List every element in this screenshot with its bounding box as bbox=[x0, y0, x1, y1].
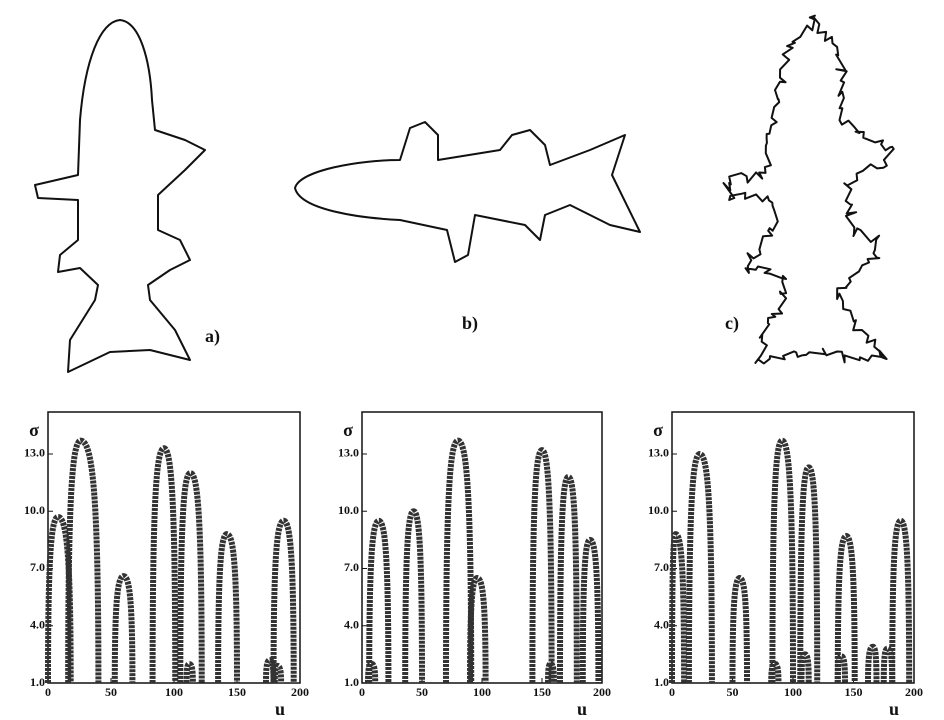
y-tick-label: 13.0 bbox=[648, 446, 669, 460]
shape-outline bbox=[722, 14, 895, 365]
css-arch bbox=[215, 531, 240, 684]
x-tick-label: 200 bbox=[593, 685, 611, 699]
panel-label: a) bbox=[205, 326, 220, 347]
plot-frame bbox=[361, 411, 603, 684]
y-tick-label: 13.0 bbox=[24, 446, 45, 460]
css-arch bbox=[685, 450, 715, 684]
x-tick-label: 50 bbox=[105, 685, 117, 699]
x-tick-label: 150 bbox=[845, 685, 863, 699]
css-arch bbox=[270, 517, 297, 684]
css-arch bbox=[889, 517, 913, 684]
x-tick-label: 100 bbox=[165, 685, 183, 699]
y-axis-label: σ bbox=[343, 420, 353, 440]
css-arch bbox=[729, 575, 751, 684]
y-tick-label: 4.0 bbox=[30, 617, 45, 631]
css-arch bbox=[545, 660, 557, 684]
css-arch bbox=[262, 657, 277, 684]
css-arch bbox=[65, 437, 102, 684]
x-axis-label: u bbox=[577, 699, 587, 719]
css-arch bbox=[177, 470, 205, 684]
css-arch bbox=[768, 660, 782, 684]
y-axis-label: σ bbox=[653, 420, 663, 440]
panel-label: c) bbox=[725, 313, 739, 334]
css-arch bbox=[467, 575, 489, 684]
css-arch bbox=[183, 660, 196, 684]
css-arch bbox=[366, 517, 392, 684]
css-arch bbox=[798, 651, 812, 684]
x-tick-label: 0 bbox=[359, 685, 365, 699]
y-tick-label: 10.0 bbox=[338, 503, 359, 517]
y-tick-label: 13.0 bbox=[338, 446, 359, 460]
css-arch bbox=[797, 464, 821, 684]
y-tick-label: 1.0 bbox=[344, 675, 359, 689]
css-arch bbox=[557, 473, 580, 684]
y-tick-label: 10.0 bbox=[24, 503, 45, 517]
css-arch bbox=[402, 508, 425, 684]
x-axis-label: u bbox=[889, 699, 899, 719]
x-tick-label: 0 bbox=[45, 685, 51, 699]
css-arch bbox=[834, 533, 858, 684]
shape-outline bbox=[34, 19, 206, 373]
css-arch bbox=[45, 513, 74, 684]
css-arch bbox=[579, 536, 602, 684]
x-tick-label: 50 bbox=[727, 685, 739, 699]
css-arch bbox=[365, 660, 379, 684]
y-tick-label: 4.0 bbox=[344, 617, 359, 631]
css-arch bbox=[880, 645, 896, 684]
css-arch bbox=[769, 437, 796, 684]
css-arch bbox=[529, 447, 555, 684]
x-tick-label: 200 bbox=[291, 685, 309, 699]
y-tick-label: 7.0 bbox=[654, 560, 669, 574]
css-arch bbox=[834, 653, 849, 684]
css-arch bbox=[443, 437, 475, 684]
x-tick-label: 150 bbox=[533, 685, 551, 699]
x-tick-label: 100 bbox=[784, 685, 802, 699]
y-tick-label: 10.0 bbox=[648, 503, 669, 517]
y-axis-label: σ bbox=[29, 420, 39, 440]
y-tick-label: 7.0 bbox=[344, 560, 359, 574]
y-tick-label: 1.0 bbox=[654, 675, 669, 689]
x-tick-label: 200 bbox=[905, 685, 923, 699]
x-tick-label: 150 bbox=[228, 685, 246, 699]
y-tick-label: 7.0 bbox=[30, 560, 45, 574]
y-tick-label: 4.0 bbox=[654, 617, 669, 631]
css-arch bbox=[669, 531, 688, 684]
css-arch bbox=[865, 643, 880, 684]
y-tick-label: 1.0 bbox=[30, 675, 45, 689]
css-arch bbox=[111, 573, 136, 684]
x-tick-label: 100 bbox=[473, 685, 491, 699]
css-arch bbox=[271, 662, 285, 684]
x-tick-label: 50 bbox=[416, 685, 428, 699]
shape-outline bbox=[294, 121, 641, 263]
css-arch bbox=[149, 445, 179, 684]
x-tick-label: 0 bbox=[669, 685, 675, 699]
panel-label: b) bbox=[462, 313, 478, 334]
x-axis-label: u bbox=[275, 699, 285, 719]
